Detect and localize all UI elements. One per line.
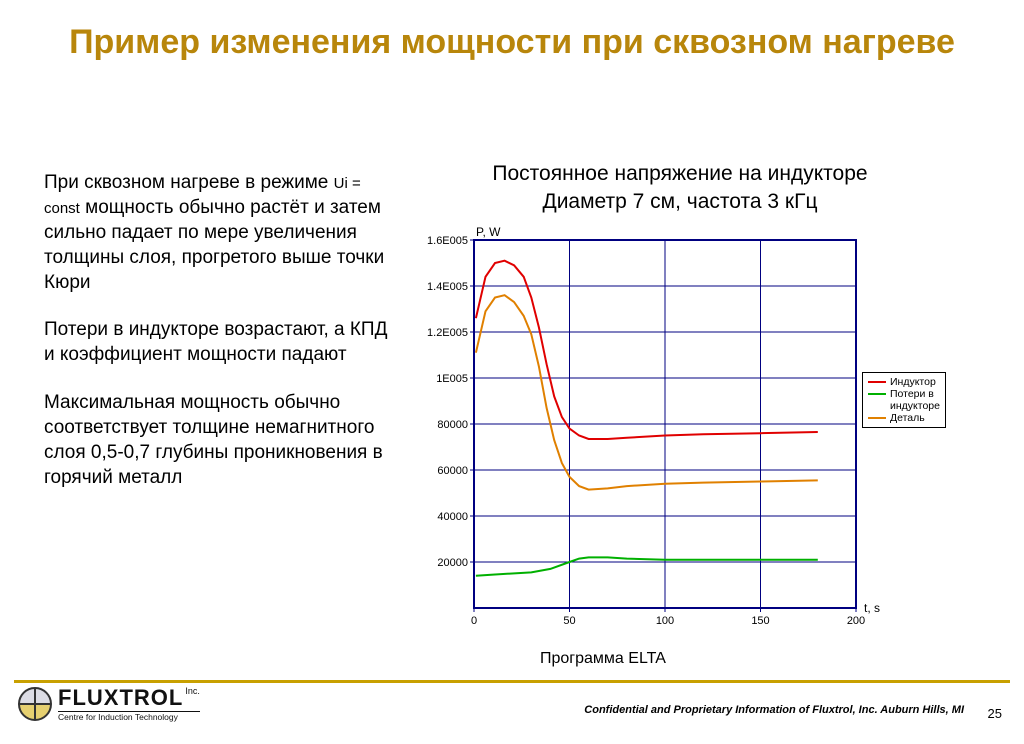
legend-row: Индуктор: [868, 376, 940, 388]
text: FLUXTROL: [58, 685, 183, 710]
paragraph-2: Потери в индукторе возрастают, а КПД и к…: [44, 317, 396, 367]
chart-caption: Программа ELTA: [540, 650, 666, 668]
svg-text:1.6E005: 1.6E005: [427, 235, 468, 247]
svg-text:1.4E005: 1.4E005: [427, 281, 468, 293]
svg-text:40000: 40000: [437, 511, 468, 523]
paragraph-1: При сквозном нагреве в режиме Ui = const…: [44, 170, 396, 295]
legend-row: Потери в: [868, 388, 940, 400]
svg-text:P, W: P, W: [476, 225, 501, 239]
logo-text: FLUXTROLInc. Centre for Induction Techno…: [58, 687, 200, 722]
confidential-footer: Confidential and Proprietary Information…: [584, 704, 964, 716]
svg-text:200: 200: [847, 615, 865, 627]
paragraph-3: Максимальная мощность обычно соответству…: [44, 390, 396, 490]
svg-text:20000: 20000: [437, 557, 468, 569]
legend-row: Деталь: [868, 412, 940, 424]
slide-title: Пример изменения мощности при сквозном н…: [0, 22, 1024, 63]
legend-swatch: [868, 417, 886, 419]
text: При сквозном нагреве в режиме: [44, 172, 334, 193]
chart-heading-line: Диаметр 7 см, частота 3 кГц: [542, 190, 817, 213]
chart-heading: Постоянное напряжение на индукторе Диаме…: [420, 160, 940, 217]
logo-main: FLUXTROLInc.: [58, 687, 200, 709]
body-text: При сквозном нагреве в режиме Ui = const…: [44, 170, 396, 512]
legend-label: индукторе: [890, 400, 940, 412]
svg-text:1.2E005: 1.2E005: [427, 327, 468, 339]
svg-text:t, s: t, s: [864, 601, 880, 615]
legend-label: Деталь: [890, 412, 925, 424]
svg-text:100: 100: [656, 615, 674, 627]
svg-text:60000: 60000: [437, 465, 468, 477]
slide: Пример изменения мощности при сквозном н…: [0, 0, 1024, 744]
svg-text:80000: 80000: [437, 419, 468, 431]
legend-swatch: [868, 393, 886, 395]
logo-icon: [18, 687, 52, 721]
svg-text:1E005: 1E005: [436, 373, 468, 385]
legend-label: Индуктор: [890, 376, 936, 388]
page-number: 25: [988, 706, 1002, 721]
svg-text:150: 150: [751, 615, 769, 627]
chart-svg: P, W t, s 0 50 100 150 200 20000 40000 60000 80000…: [414, 222, 954, 642]
power-chart: P, W t, s 0 50 100 150 200 20000 40000 60000 80000…: [414, 222, 954, 657]
fluxtrol-logo: FLUXTROLInc. Centre for Induction Techno…: [18, 687, 200, 722]
chart-legend: ИндукторПотери виндуктореДеталь: [862, 372, 946, 428]
chart-heading-line: Постоянное напряжение на индукторе: [492, 162, 867, 185]
legend-label: Потери в: [890, 388, 934, 400]
footer-rule: [14, 680, 1010, 683]
text: мощность обычно растёт и затем сильно па…: [44, 197, 384, 293]
svg-text:0: 0: [471, 615, 477, 627]
legend-row: индукторе: [868, 400, 940, 412]
logo-sub: Centre for Induction Technology: [58, 711, 200, 722]
legend-swatch: [868, 381, 886, 383]
text: Inc.: [185, 686, 200, 696]
svg-text:50: 50: [563, 615, 575, 627]
